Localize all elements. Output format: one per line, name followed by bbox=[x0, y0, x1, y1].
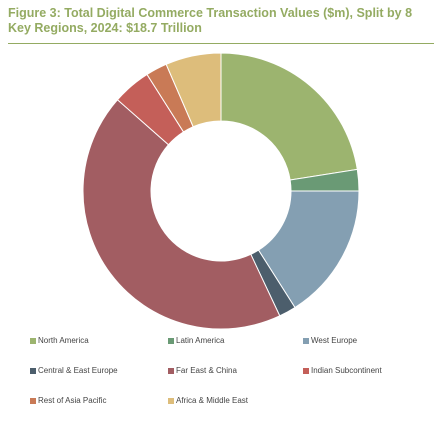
donut-slices bbox=[82, 52, 360, 330]
legend-item-indian-subcontinent: Indian Subcontinent bbox=[303, 366, 382, 375]
legend-label: Indian Subcontinent bbox=[311, 366, 382, 375]
legend-swatch bbox=[30, 367, 36, 374]
legend-item-west-europe: West Europe bbox=[303, 336, 357, 345]
legend-swatch bbox=[303, 367, 309, 374]
chart-title: Figure 3: Total Digital Commerce Transac… bbox=[8, 6, 413, 35]
legend-swatch bbox=[303, 337, 309, 344]
legend-item-central-and-east-europe: Central & East Europe bbox=[30, 366, 118, 375]
legend-label: Rest of Asia Pacific bbox=[38, 396, 107, 405]
legend-label: Africa & Middle East bbox=[176, 396, 249, 405]
slice-africa-and-middle-east bbox=[165, 52, 222, 128]
legend-swatch bbox=[30, 337, 36, 344]
legend-swatch bbox=[168, 367, 174, 374]
slice-far-east-and-china bbox=[82, 99, 281, 330]
legend-item-far-east-and-china: Far East & China bbox=[168, 366, 237, 375]
legend-item-latin-america: Latin America bbox=[168, 336, 224, 345]
legend-item-north-america: North America bbox=[30, 336, 89, 345]
legend-label: Central & East Europe bbox=[38, 366, 118, 375]
legend-label: Latin America bbox=[176, 336, 225, 345]
legend-swatch bbox=[168, 337, 174, 344]
legend-item-rest-of-asia-pacific: Rest of Asia Pacific bbox=[30, 396, 106, 405]
donut-chart bbox=[82, 52, 360, 330]
legend-label: West Europe bbox=[311, 336, 358, 345]
title-divider bbox=[8, 43, 434, 44]
legend-label: Far East & China bbox=[176, 366, 237, 375]
legend-label: North America bbox=[38, 336, 89, 345]
legend-item-africa-and-middle-east: Africa & Middle East bbox=[168, 396, 248, 405]
slice-north-america bbox=[220, 52, 358, 181]
legend-swatch bbox=[30, 397, 36, 404]
legend-swatch bbox=[168, 397, 174, 404]
